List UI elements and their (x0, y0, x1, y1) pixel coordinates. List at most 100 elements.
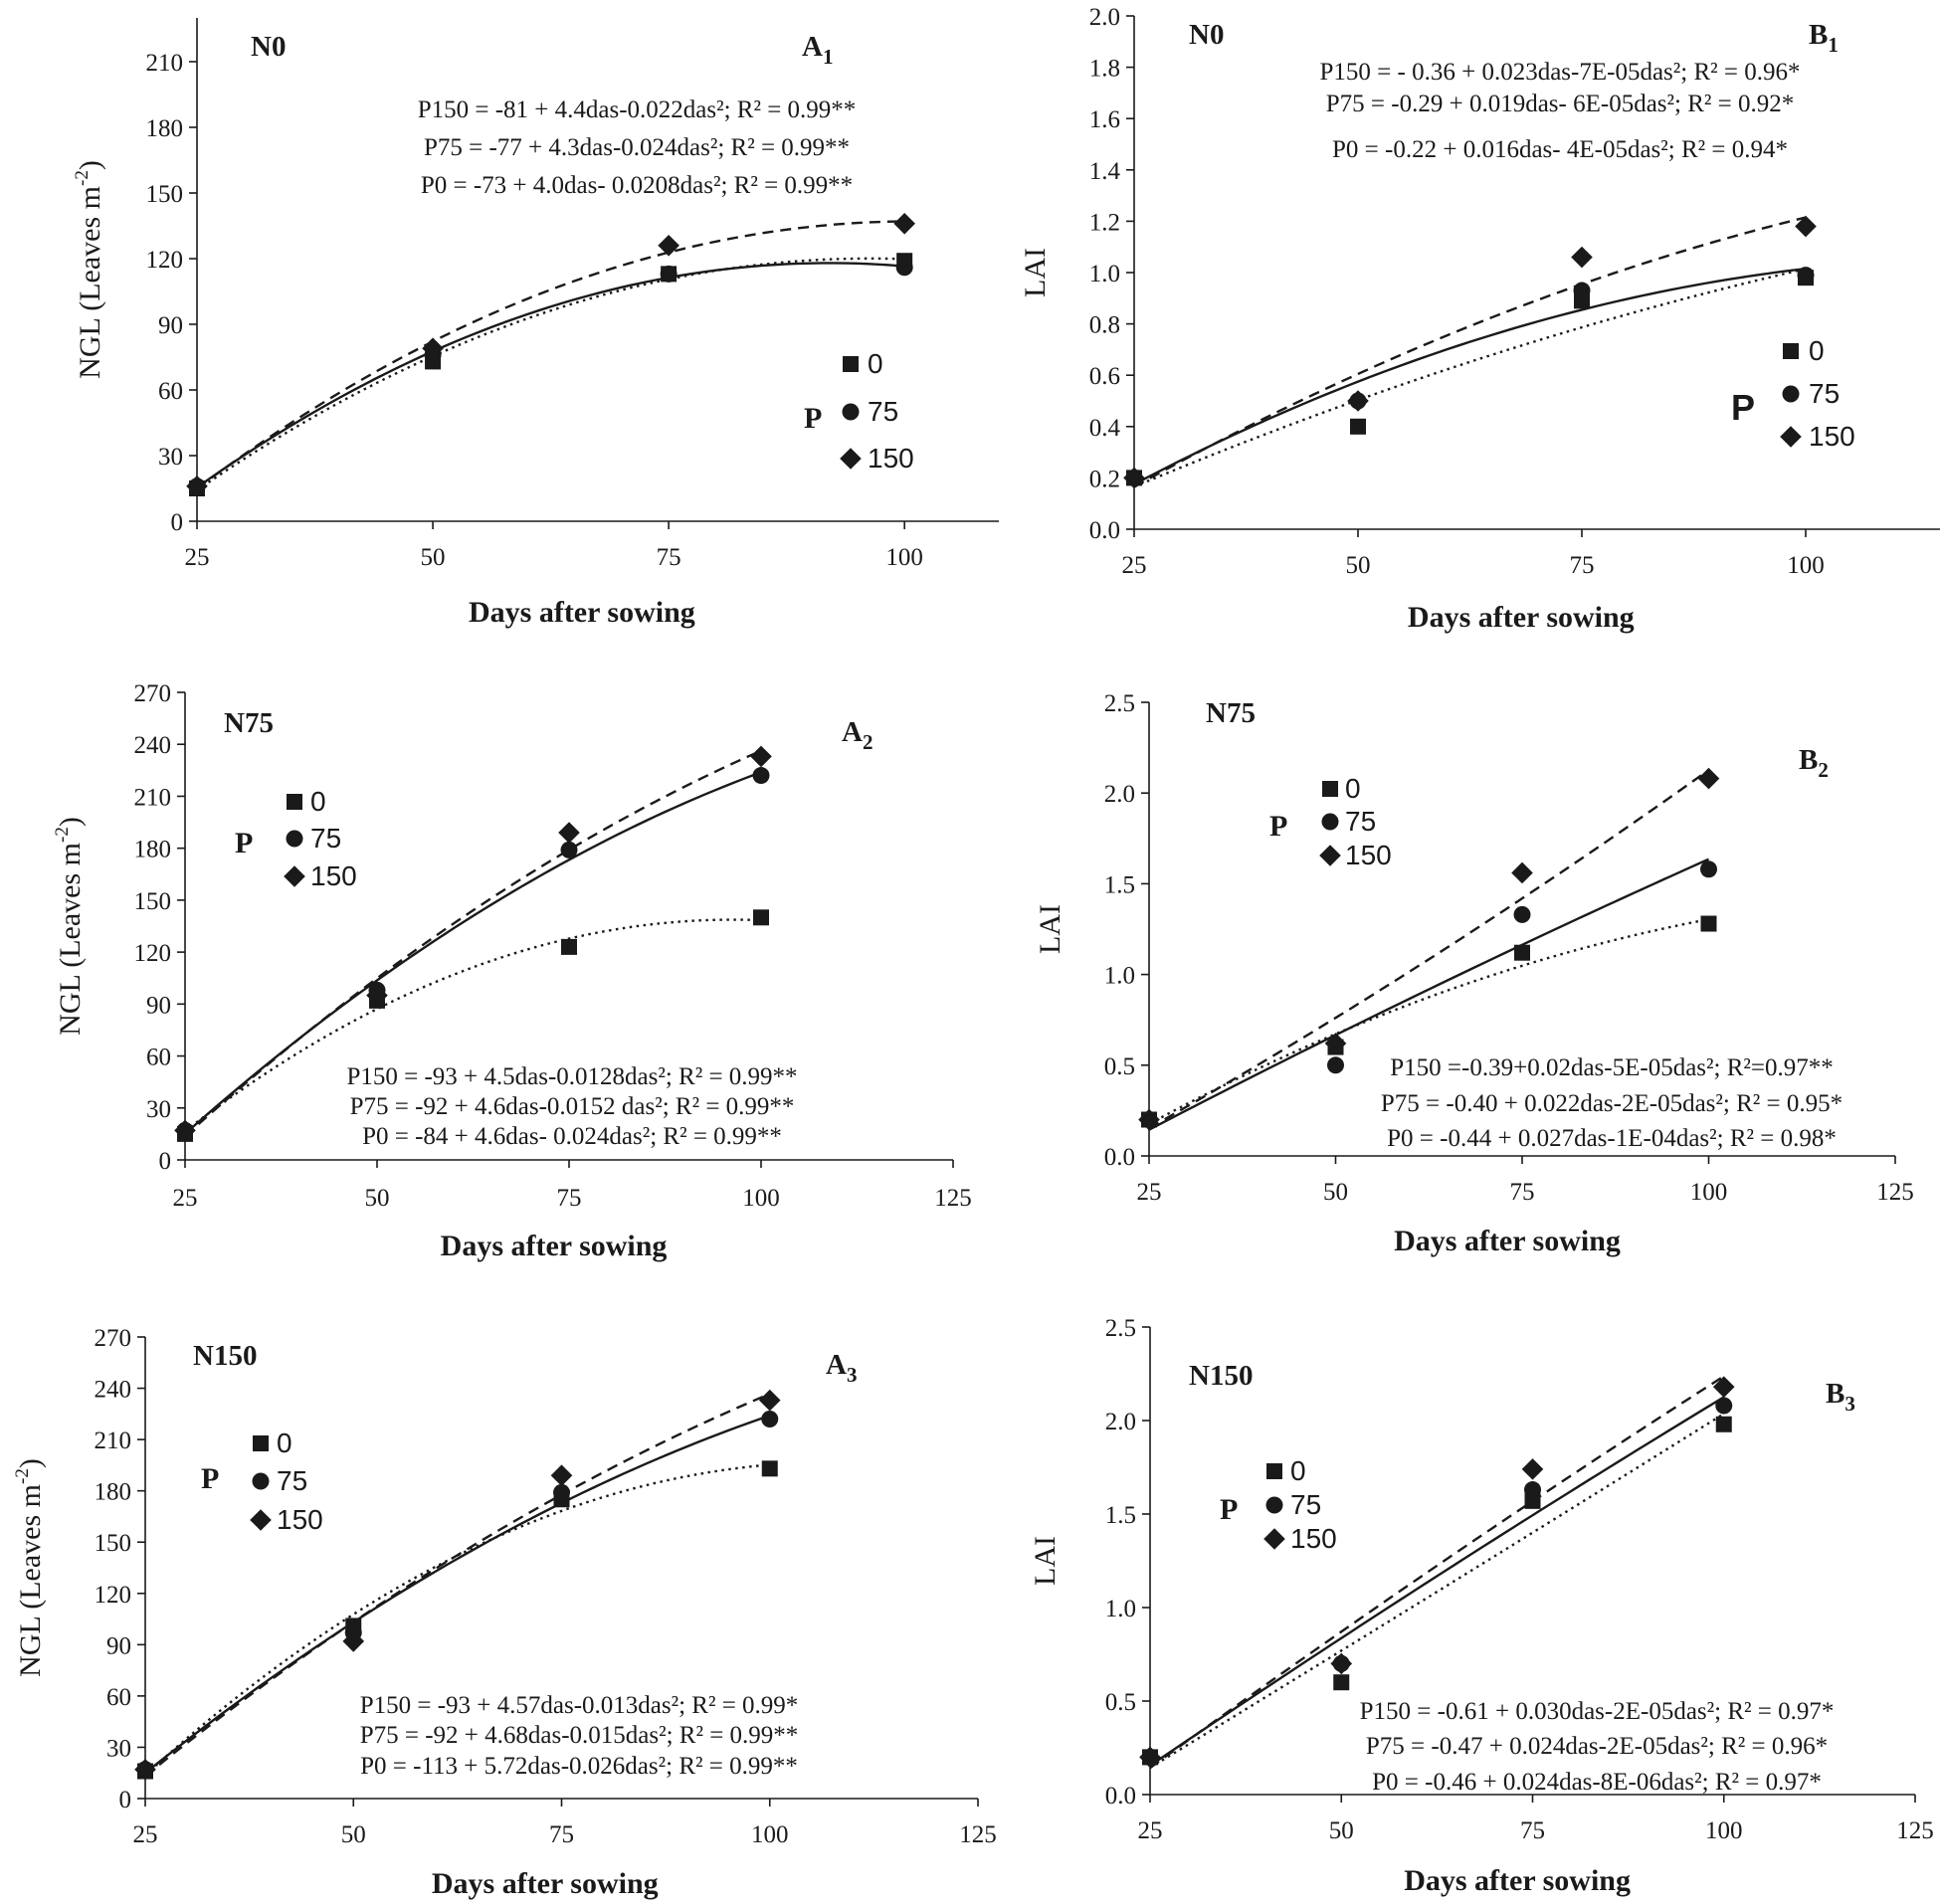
y-tick-label: 0.0 (1104, 1144, 1135, 1171)
y-tick-label: 180 (134, 837, 172, 863)
data-point-p75 (895, 259, 913, 277)
x-tick-label: 75 (1520, 1817, 1545, 1844)
data-point-p150 (658, 235, 679, 257)
data-point-p150 (1521, 1458, 1544, 1480)
y-tick-label: 150 (134, 888, 172, 915)
x-tick-label: 75 (657, 544, 681, 571)
y-tick-label: 120 (134, 940, 172, 967)
panel-title: N0 (251, 31, 286, 63)
y-axis-title: LAI (1019, 248, 1052, 297)
data-point-p150 (758, 1389, 781, 1412)
legend-marker-circle (1265, 1496, 1283, 1514)
x-tick-label: 25 (1137, 1179, 1162, 1206)
x-tick-label: 50 (421, 544, 446, 571)
panel-title: N75 (1206, 697, 1256, 729)
chart-panel-a1: 0 30 60 90 120 150 180 210 25 50 75 100 Days after s… (72, 18, 999, 629)
trend-line-p0 (1149, 1413, 1725, 1770)
y-axis-title: LAI (1034, 904, 1067, 954)
data-point-p0 (1514, 944, 1530, 961)
trend-line-p0 (1148, 917, 1709, 1125)
data-point-p150 (422, 337, 444, 359)
legend-title: P (1731, 387, 1755, 428)
data-point-p75 (1797, 267, 1815, 285)
y-tick-label: 1.0 (1089, 261, 1120, 287)
legend-marker-square (253, 1435, 269, 1451)
x-tick-label: 125 (934, 1185, 972, 1212)
chart-panel-b3: 0.0 0.5 1.0 1.5 2.0 2.5 25 50 75 100 125 Days after… (1029, 1315, 1934, 1897)
legend-label: 75 (1345, 806, 1376, 837)
trend-line-p0 (184, 918, 762, 1133)
y-tick-label: 0.8 (1089, 312, 1120, 339)
x-tick-label: 50 (1329, 1817, 1354, 1844)
y-tick-label: 240 (95, 1377, 132, 1404)
data-point-p150 (1347, 390, 1369, 412)
panel-letter: A3 (826, 1349, 857, 1387)
trend-line-p150 (196, 220, 905, 490)
x-tick-label: 50 (1323, 1179, 1348, 1206)
regression-equation-p150: P150 = -93 + 4.57das-0.013das²; R² = 0.9… (360, 1692, 799, 1719)
legend-marker-diamond (840, 448, 862, 470)
panel-title: N75 (224, 707, 274, 739)
x-axis-title: Days after sowing (441, 1230, 668, 1262)
panel-letter: A2 (842, 716, 873, 754)
legend-marker-square (1783, 343, 1799, 359)
regression-equation-p0: P0 = -113 + 5.72das-0.026das²; R² = 0.99… (360, 1753, 798, 1780)
x-tick-label: 75 (557, 1185, 582, 1212)
data-point-p0 (561, 938, 577, 955)
x-tick-label: 100 (751, 1821, 789, 1848)
data-point-p150 (1324, 1033, 1347, 1054)
y-tick-label: 150 (95, 1530, 132, 1557)
y-tick-label: 1.0 (1105, 1596, 1136, 1622)
data-point-p150 (558, 822, 580, 844)
data-point-p0 (1715, 1416, 1732, 1432)
x-axis-title: Days after sowing (1394, 1225, 1621, 1257)
legend-label: 75 (868, 396, 898, 427)
y-tick-label: 120 (95, 1582, 132, 1609)
regression-equation-p0: P0 = -84 + 4.6das- 0.024das²; R² = 0.99*… (362, 1123, 782, 1150)
x-axis-title: Days after sowing (469, 596, 695, 629)
data-point-p150 (550, 1464, 573, 1486)
x-axis-title: Days after sowing (432, 1867, 659, 1900)
y-tick-label: 1.6 (1089, 106, 1120, 133)
y-tick-label: 0.4 (1089, 415, 1121, 442)
x-tick-label: 50 (341, 1821, 366, 1848)
regression-equation-p150: P150 = -81 + 4.4das-0.022das²; R² = 0.99… (418, 96, 857, 123)
x-tick-label: 50 (365, 1185, 390, 1212)
y-tick-label: 60 (106, 1684, 131, 1711)
legend-marker-square (843, 356, 859, 372)
trend-line-p75 (144, 1414, 771, 1775)
y-tick-label: 0.0 (1089, 517, 1120, 544)
legend-label: 75 (1809, 378, 1840, 409)
legend-marker-diamond (250, 1509, 272, 1531)
y-tick-label: 150 (146, 181, 184, 208)
legend-marker-diamond (284, 865, 305, 887)
data-point-p0 (1700, 915, 1717, 932)
y-tick-label: 1.0 (1104, 963, 1135, 990)
chart-panel-a2: 0 30 60 90 120 150 180 210 240 270 25 50 75 100 125 Day… (52, 680, 972, 1262)
data-point-p75 (1715, 1397, 1733, 1415)
legend-marker-diamond (1263, 1528, 1285, 1550)
legend-label: 75 (310, 823, 341, 854)
data-point-p150 (893, 213, 915, 235)
data-point-p150 (342, 1630, 365, 1652)
x-tick-label: 100 (1690, 1179, 1728, 1206)
y-tick-label: 90 (158, 312, 183, 339)
data-point-p75 (553, 1483, 570, 1501)
x-tick-label: 25 (173, 1185, 198, 1212)
data-point-p150 (134, 1758, 156, 1781)
regression-equation-p150: P150 = -0.61 + 0.030das-2E-05das²; R² = … (1360, 1698, 1835, 1725)
y-tick-label: 270 (134, 680, 172, 707)
legend-marker-circle (252, 1472, 270, 1490)
legend-title: P (235, 827, 253, 859)
data-point-p75 (1700, 860, 1717, 878)
x-tick-label: 100 (885, 544, 923, 571)
trend-line-p150 (184, 749, 762, 1138)
trend-line-p75 (1133, 267, 1807, 485)
legend-label: 150 (310, 860, 357, 891)
y-tick-label: 270 (95, 1325, 132, 1352)
data-point-p150 (174, 1119, 196, 1142)
